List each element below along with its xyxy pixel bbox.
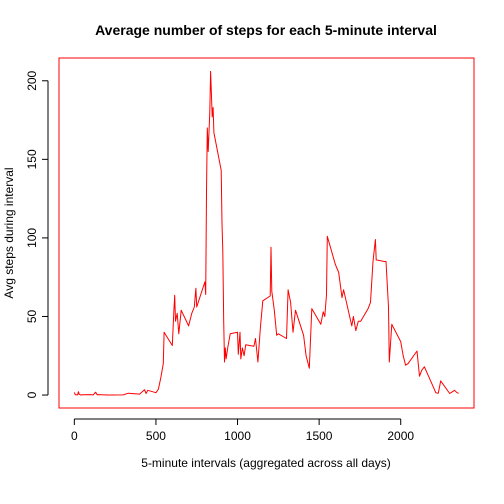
y-tick-label: 50 — [25, 309, 39, 323]
x-tick-label: 500 — [146, 429, 166, 443]
x-tick-label: 0 — [71, 429, 78, 443]
y-axis: 0 50 100 150 200 — [25, 70, 49, 398]
series-line-0 — [73, 70, 459, 396]
y-axis-label: Avg steps during interval — [2, 167, 16, 298]
y-tick-label: 100 — [25, 228, 39, 248]
series-layer — [73, 70, 459, 396]
y-tick-label: 0 — [25, 391, 39, 398]
x-axis: 0 500 1000 1500 2000 — [71, 418, 414, 443]
y-tick-label: 200 — [25, 70, 39, 90]
y-tick-label: 150 — [25, 149, 39, 169]
x-tick-label: 2000 — [387, 429, 414, 443]
plot-box — [58, 57, 475, 409]
chart-title: Average number of steps for each 5-minut… — [95, 22, 437, 38]
x-axis-label: 5-minute intervals (aggregated across al… — [141, 456, 390, 470]
x-tick-label: 1500 — [306, 429, 333, 443]
x-tick-label: 1000 — [224, 429, 251, 443]
